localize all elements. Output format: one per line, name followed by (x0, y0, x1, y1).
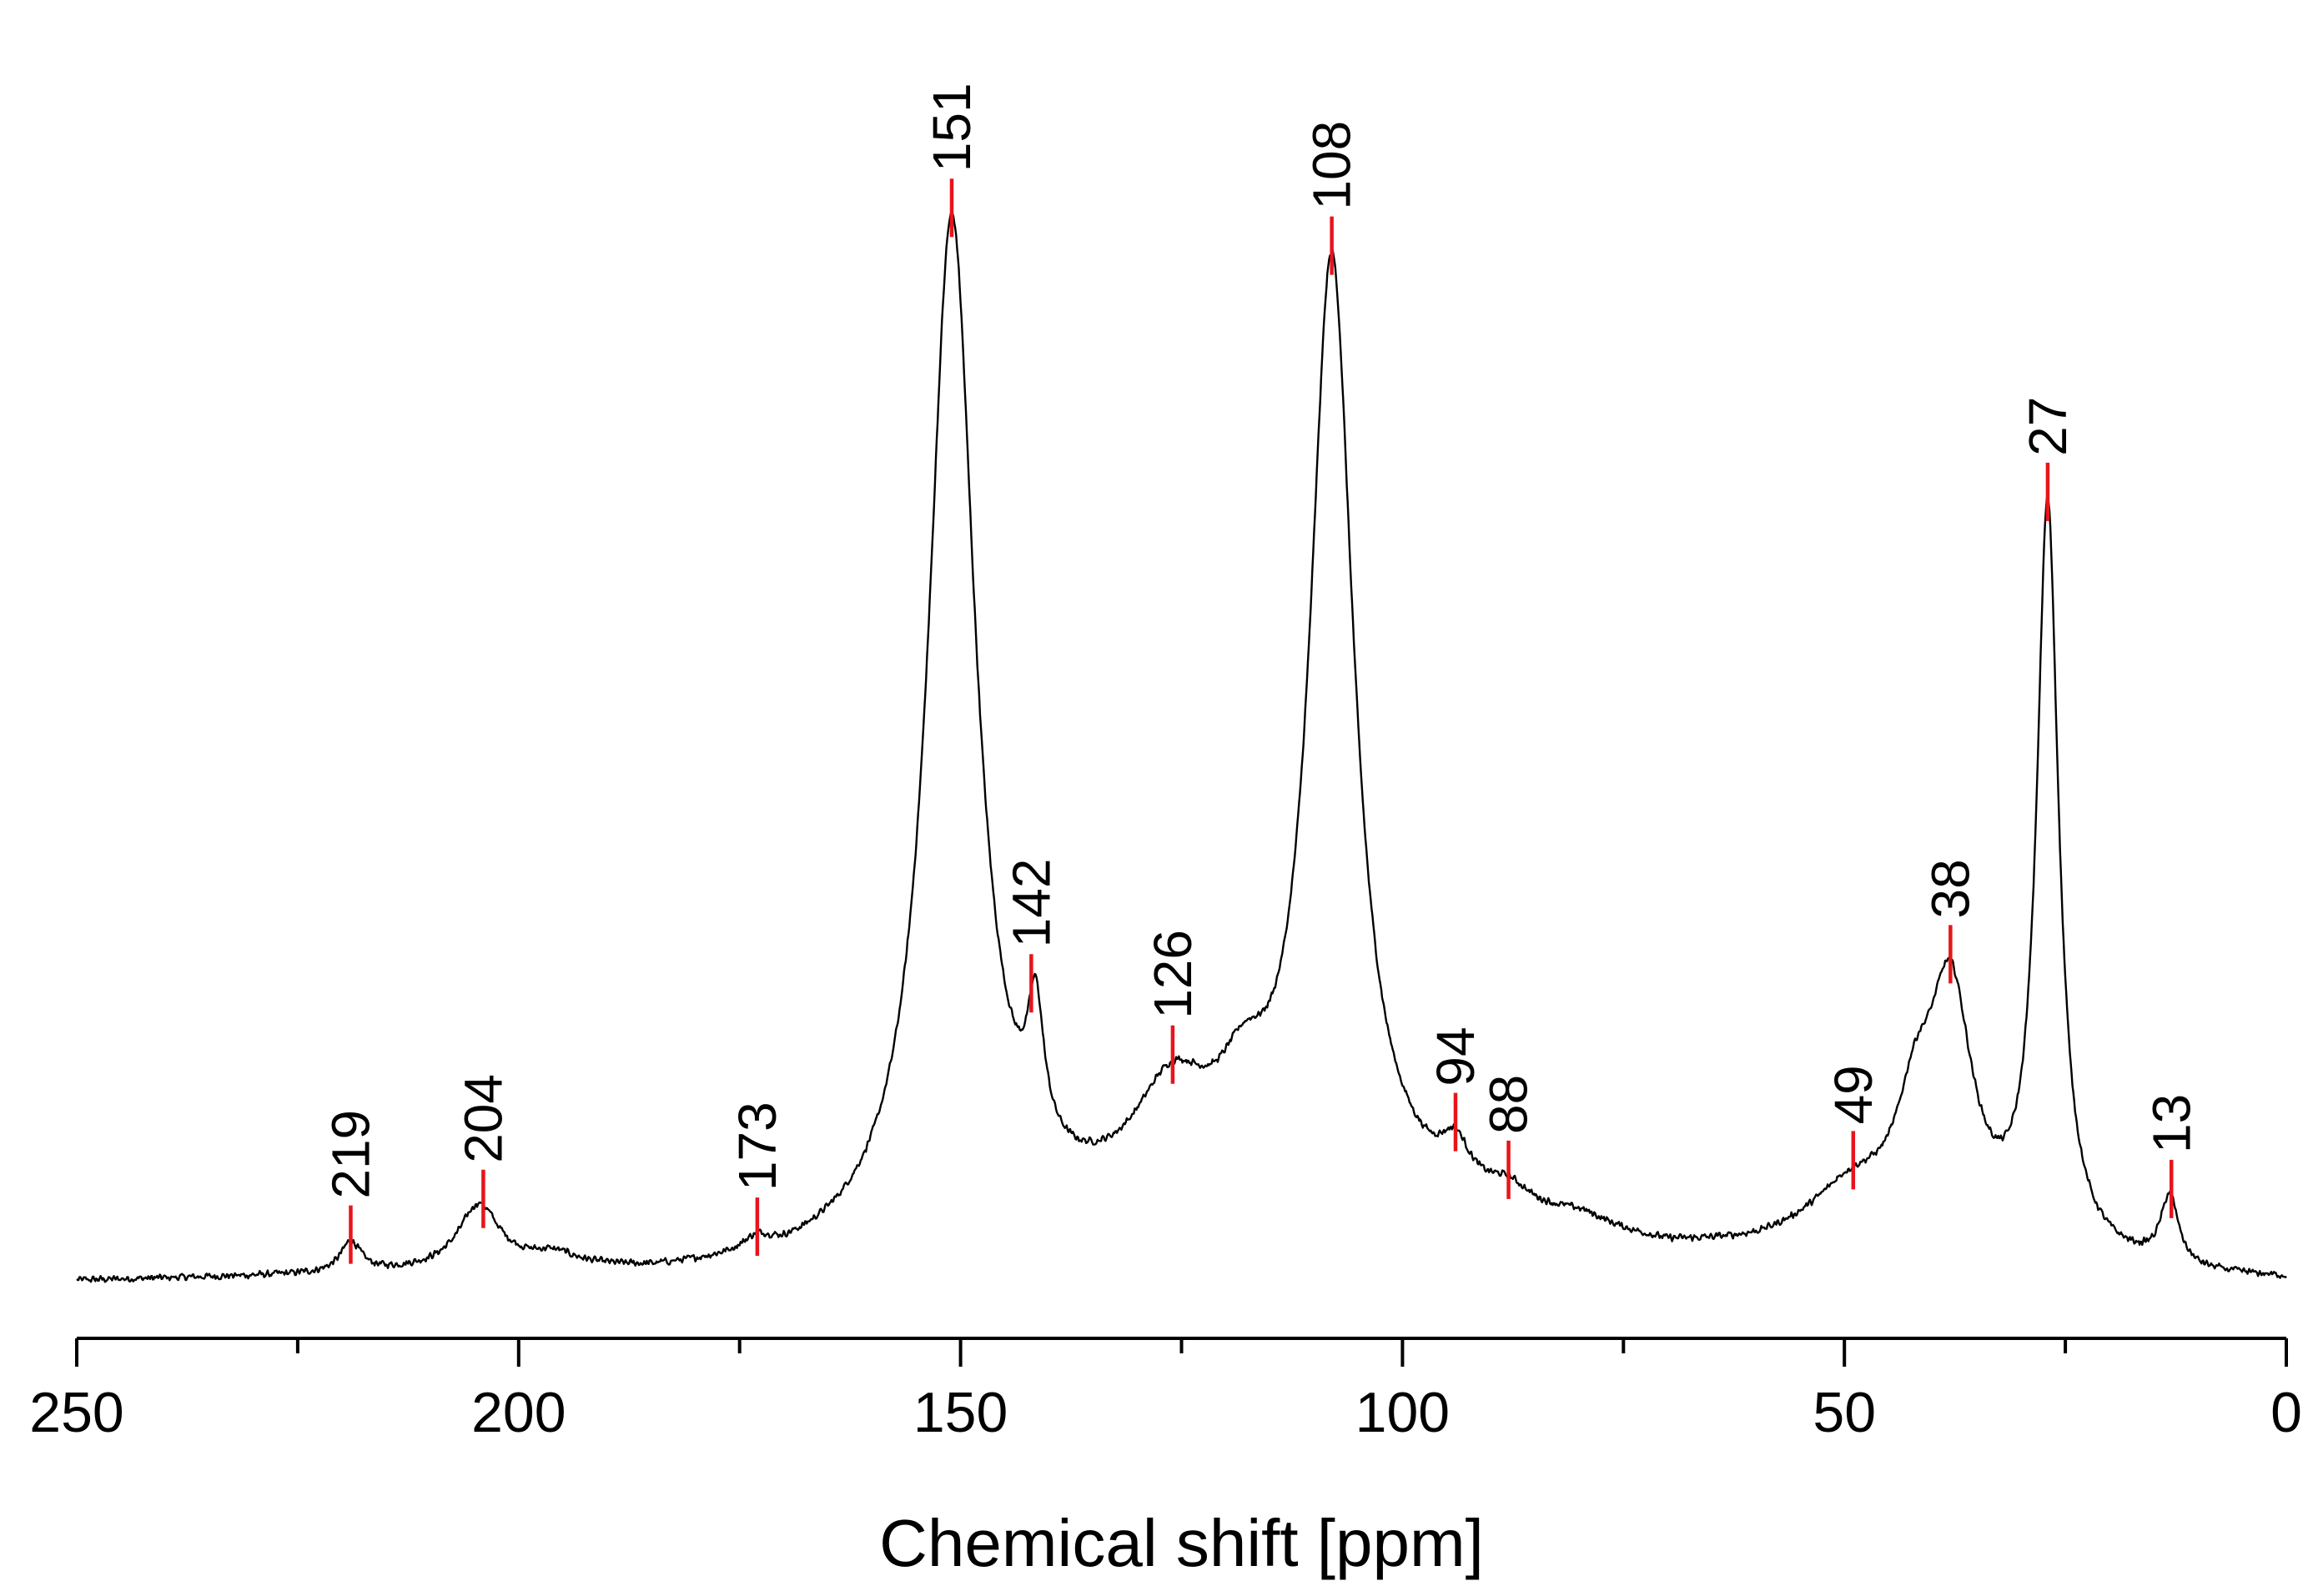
peak-label-173: 173 (727, 1102, 787, 1191)
x-axis-title: Chemical shift [ppm] (879, 1506, 1484, 1580)
peak-label-204: 204 (453, 1074, 513, 1163)
peak-label-49: 49 (1823, 1065, 1883, 1124)
x-tick-label-150: 150 (913, 1381, 1008, 1444)
peak-label-94: 94 (1426, 1026, 1486, 1086)
peak-label-126: 126 (1143, 930, 1203, 1019)
peak-markers (349, 178, 2174, 1264)
peak-label-38: 38 (1920, 859, 1980, 918)
peak-label-13: 13 (2141, 1094, 2201, 1153)
peak-label-151: 151 (922, 83, 982, 172)
peak-label-27: 27 (2018, 397, 2078, 456)
x-axis-tick-labels: 250 200 150 100 50 0 (29, 1381, 2302, 1444)
x-tick-label-200: 200 (471, 1381, 566, 1444)
spectrum-line (76, 211, 2287, 1283)
x-tick-label-0: 0 (2270, 1381, 2302, 1444)
peak-label-142: 142 (1001, 859, 1061, 948)
peak-label-219: 219 (321, 1110, 381, 1199)
x-tick-label-250: 250 (29, 1381, 123, 1444)
x-tick-label-50: 50 (1813, 1381, 1876, 1444)
x-tick-label-100: 100 (1355, 1381, 1450, 1444)
x-axis-ticks (75, 1338, 2288, 1367)
peak-label-108: 108 (1302, 121, 1362, 210)
peak-label-88: 88 (1479, 1075, 1539, 1134)
